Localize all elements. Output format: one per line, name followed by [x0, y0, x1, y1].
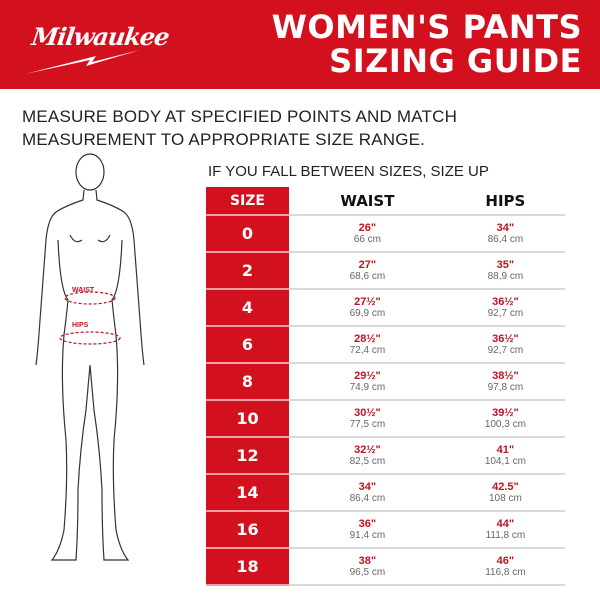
waist-inches: 36" — [358, 517, 377, 530]
waist-cm: 96,5 cm — [349, 566, 386, 578]
waist-cell: 29½" 74,9 cm — [289, 363, 446, 401]
table-row: 18 38" 96,5 cm 46" 116,8 cm — [206, 548, 565, 586]
sizing-note: IF YOU FALL BETWEEN SIZES, SIZE UP — [208, 163, 489, 180]
woman-outline-icon — [35, 153, 145, 561]
waist-cm: 66 cm — [353, 233, 381, 245]
waist-inches: 27½" — [354, 295, 381, 308]
waist-cm: 91,4 cm — [349, 529, 386, 541]
waist-inches: 38" — [358, 554, 377, 567]
waist-cell: 30½" 77,5 cm — [289, 400, 446, 438]
waist-cell: 28½" 72,4 cm — [289, 326, 446, 364]
waist-inches: 30½" — [354, 406, 381, 419]
waist-inches: 32½" — [354, 443, 381, 456]
hips-cell: 39½" 100,3 cm — [445, 400, 565, 438]
hips-cell: 35" 88,9 cm — [445, 252, 565, 290]
hips-inches: 44" — [496, 517, 515, 530]
header-banner: Milwaukee WOMEN'S PANTS SIZING GUIDE — [0, 0, 600, 89]
size-cell: 8 — [206, 363, 289, 401]
waist-inches: 34" — [358, 480, 377, 493]
hips-cm: 116,8 cm — [485, 566, 526, 578]
waist-cell: 36" 91,4 cm — [289, 511, 446, 549]
hips-inches: 36½" — [492, 295, 519, 308]
waist-cell: 27½" 69,9 cm — [289, 289, 446, 327]
waist-inches: 27" — [358, 258, 377, 271]
hips-cell: 34" 86,4 cm — [445, 215, 565, 253]
title-line-2: SIZING GUIDE — [329, 42, 582, 80]
size-cell: 12 — [206, 437, 289, 475]
hips-inches: 36½" — [492, 332, 519, 345]
size-cell: 4 — [206, 289, 289, 327]
waist-cm: 68,6 cm — [349, 270, 386, 282]
size-cell: 10 — [206, 400, 289, 438]
hips-cell: 36½" 92,7 cm — [445, 289, 565, 327]
hips-inches: 42.5" — [492, 480, 519, 493]
title-line-1: WOMEN'S PANTS — [271, 8, 582, 46]
waist-cell: 38" 96,5 cm — [289, 548, 446, 586]
hips-cell: 46" 116,8 cm — [445, 548, 565, 586]
size-cell: 14 — [206, 474, 289, 512]
hips-cm: 92,7 cm — [487, 307, 524, 319]
waist-cm: 86,4 cm — [349, 492, 386, 504]
lightning-bolt-icon — [25, 50, 140, 74]
size-cell: 2 — [206, 252, 289, 290]
hips-cm: 88,9 cm — [487, 270, 524, 282]
waist-cell: 32½" 82,5 cm — [289, 437, 446, 475]
instructions-line-2: MEASUREMENT TO APPROPRIATE SIZE RANGE. — [22, 130, 426, 149]
hips-cm: 97,8 cm — [487, 381, 524, 393]
hips-label: HIPS — [72, 322, 89, 329]
hips-cell: 36½" 92,7 cm — [445, 326, 565, 364]
milwaukee-logo: Milwaukee — [20, 22, 171, 77]
header-hips: HIPS — [445, 187, 565, 216]
hips-inches: 39½" — [492, 406, 519, 419]
hips-cell: 42.5" 108 cm — [445, 474, 565, 512]
waist-cm: 82,5 cm — [349, 455, 386, 467]
table-row: 10 30½" 77,5 cm 39½" 100,3 cm — [206, 400, 565, 438]
size-cell: 18 — [206, 548, 289, 586]
waist-cm: 69,9 cm — [349, 307, 386, 319]
page-title: WOMEN'S PANTS SIZING GUIDE — [272, 10, 582, 78]
hips-cell: 44" 111,8 cm — [445, 511, 565, 549]
table-row: 14 34" 86,4 cm 42.5" 108 cm — [206, 474, 565, 512]
waist-cell: 26" 66 cm — [289, 215, 446, 253]
table-row: 6 28½" 72,4 cm 36½" 92,7 cm — [206, 326, 565, 364]
hips-inches: 38½" — [492, 369, 519, 382]
waist-cm: 74,9 cm — [349, 381, 386, 393]
table-row: 12 32½" 82,5 cm 41" 104,1 cm — [206, 437, 565, 475]
hips-cm: 100,3 cm — [484, 418, 526, 430]
waist-cm: 77,5 cm — [349, 418, 386, 430]
header-size: SIZE — [206, 187, 289, 216]
hips-inches: 35" — [496, 258, 515, 271]
table-row: 4 27½" 69,9 cm 36½" 92,7 cm — [206, 289, 565, 327]
body-figure: WAIST HIPS — [20, 150, 190, 590]
hips-cm: 104,1 cm — [484, 455, 526, 467]
hips-inches: 46" — [496, 554, 515, 567]
hips-inches: 34" — [496, 221, 515, 234]
size-cell: 16 — [206, 511, 289, 549]
table-header-row: SIZE WAIST HIPS — [206, 187, 565, 216]
waist-inches: 26" — [358, 221, 377, 234]
instructions: MEASURE BODY AT SPECIFIED POINTS AND MAT… — [22, 105, 457, 151]
hips-cm: 92,7 cm — [487, 344, 524, 356]
hips-cell: 41" 104,1 cm — [445, 437, 565, 475]
waist-inches: 28½" — [354, 332, 381, 345]
table-row: 0 26" 66 cm 34" 86,4 cm — [206, 215, 565, 253]
hips-inches: 41" — [496, 443, 515, 456]
size-table: SIZE WAIST HIPS 0 26" 66 cm 34" 86,4 cm 2 2… — [206, 187, 565, 586]
table-row: 16 36" 91,4 cm 44" 111,8 cm — [206, 511, 565, 549]
waist-inches: 29½" — [354, 369, 381, 382]
table-row: 2 27" 68,6 cm 35" 88,9 cm — [206, 252, 565, 290]
instructions-line-1: MEASURE BODY AT SPECIFIED POINTS AND MAT… — [22, 107, 458, 126]
waist-cm: 72,4 cm — [349, 344, 386, 356]
header-waist: WAIST — [289, 187, 446, 216]
waist-cell: 34" 86,4 cm — [289, 474, 446, 512]
waist-cell: 27" 68,6 cm — [289, 252, 446, 290]
table-row: 8 29½" 74,9 cm 38½" 97,8 cm — [206, 363, 565, 401]
hips-cm: 108 cm — [488, 492, 522, 504]
waist-label: WAIST — [72, 287, 95, 294]
hips-cm: 86,4 cm — [487, 233, 524, 245]
hips-cm: 111,8 cm — [485, 529, 526, 541]
size-cell: 6 — [206, 326, 289, 364]
size-cell: 0 — [206, 215, 289, 253]
hips-cell: 38½" 97,8 cm — [445, 363, 565, 401]
